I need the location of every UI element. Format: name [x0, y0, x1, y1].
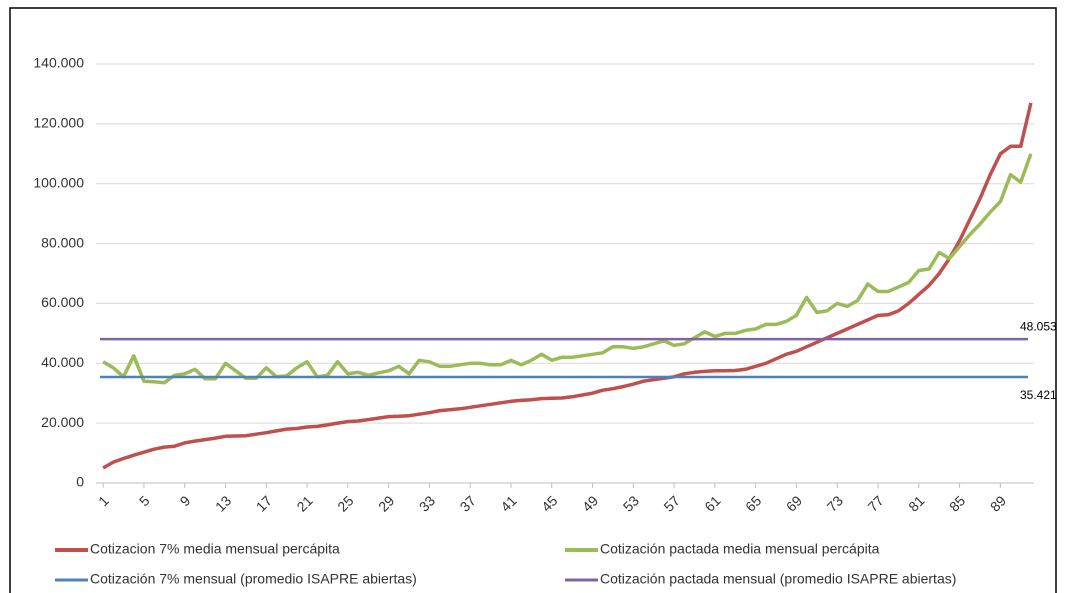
- y-tick-label: 0: [76, 474, 84, 490]
- x-tick-label: 45: [538, 492, 560, 514]
- x-tick-label: 85: [946, 492, 968, 514]
- x-tick-label: 29: [375, 492, 397, 514]
- x-tick-label: 57: [661, 492, 683, 514]
- x-tick-label: 53: [620, 492, 642, 514]
- legend-label: Cotizacion 7% media mensual percápita: [90, 541, 340, 557]
- x-tick-label: 21: [293, 492, 315, 514]
- y-tick-label: 40.000: [41, 354, 84, 370]
- x-tick-label: 41: [497, 492, 519, 514]
- x-tick-label: 17: [253, 492, 275, 514]
- x-tick-label: 73: [824, 492, 846, 514]
- x-tick-label: 49: [579, 492, 601, 514]
- x-tick-label: 1: [95, 492, 112, 509]
- x-tick-label: 25: [334, 492, 356, 514]
- y-tick-label: 60.000: [41, 294, 84, 310]
- x-tick-label: 5: [136, 492, 153, 509]
- series-line: [102, 102, 1033, 470]
- y-tick-label: 120.000: [33, 115, 84, 131]
- series-line: [102, 153, 1033, 385]
- x-tick-label: 37: [457, 492, 479, 514]
- chart-frame: [9, 7, 1057, 593]
- legend-label: Cotización pactada media mensual percápi…: [600, 541, 880, 557]
- x-tick-label: 89: [987, 492, 1009, 514]
- y-tick-label: 100.000: [33, 174, 84, 190]
- reference-label: 35.421: [1020, 388, 1057, 402]
- x-tick-label: 69: [783, 492, 805, 514]
- x-tick-label: 77: [864, 492, 886, 514]
- y-tick-label: 140.000: [33, 55, 84, 71]
- y-tick-label: 80.000: [41, 234, 84, 250]
- reference-label: 48.053: [1020, 319, 1057, 333]
- x-tick-label: 13: [212, 492, 234, 514]
- x-tick-label: 33: [416, 492, 438, 514]
- x-tick-label: 61: [701, 492, 723, 514]
- x-tick-label: 65: [742, 492, 764, 514]
- y-tick-label: 20.000: [41, 414, 84, 430]
- x-tick-label: 81: [905, 492, 927, 514]
- legend-label: Cotización 7% mensual (promedio ISAPRE a…: [90, 571, 417, 587]
- legend-label: Cotización pactada mensual (promedio ISA…: [600, 571, 956, 587]
- x-tick-label: 9: [177, 492, 194, 509]
